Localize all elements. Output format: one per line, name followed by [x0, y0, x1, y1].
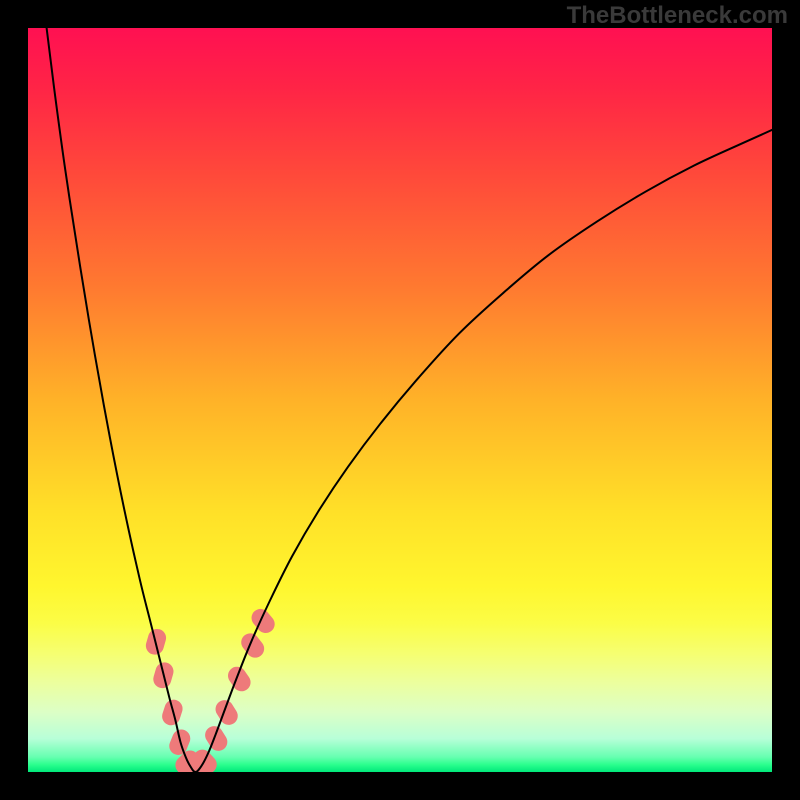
watermark-text: TheBottleneck.com [567, 2, 788, 30]
figure-root: TheBottleneck.com [0, 0, 800, 800]
plot-area [28, 28, 772, 772]
chart-svg [28, 28, 772, 772]
